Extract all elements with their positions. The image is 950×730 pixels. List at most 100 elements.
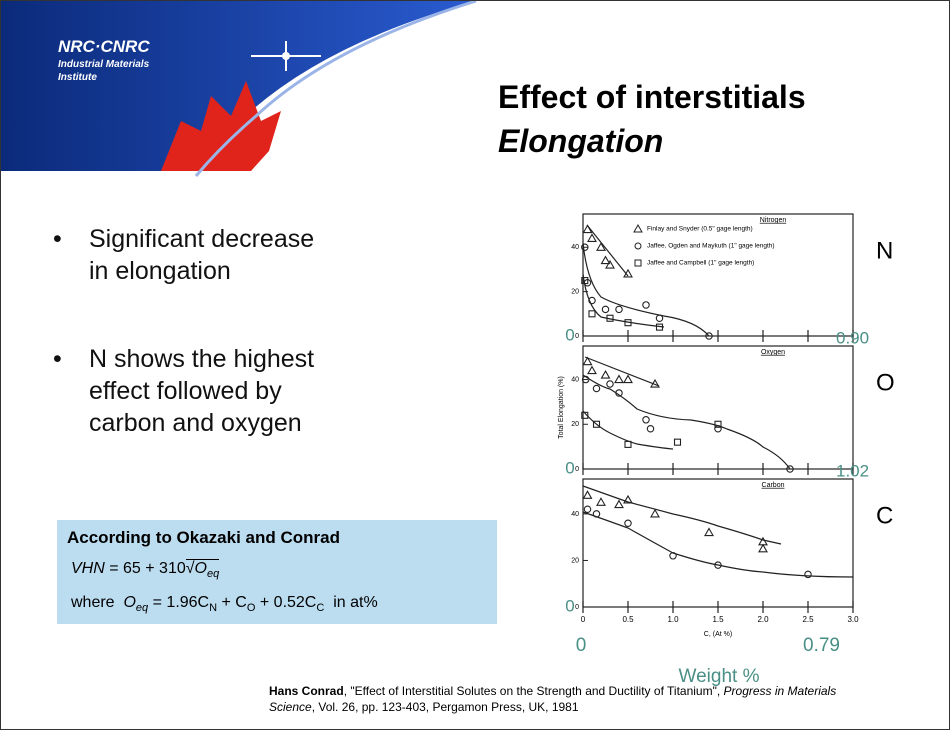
point (805, 571, 811, 577)
legend-entry: Jaffee and Campbell (1" gage length) (647, 260, 754, 267)
term: in at% (333, 594, 377, 611)
point (597, 498, 605, 505)
weight-label: 1.02 (836, 461, 869, 480)
y-tick-label: 0 (575, 333, 579, 340)
formula: VHN = 65 + 310√Oeq (71, 560, 219, 580)
point (607, 381, 613, 387)
y-tick-label: 40 (571, 244, 579, 251)
term: eq (207, 568, 219, 580)
x-tick-label: 0.5 (622, 615, 634, 624)
bullet-text: N shows the highest effect followed by car… (89, 343, 314, 439)
x-tick-label: 2.0 (757, 615, 769, 624)
point (651, 510, 659, 517)
x-tick-label: 1.0 (667, 615, 679, 624)
y-tick-label: 40 (571, 511, 579, 518)
element-label: N (876, 237, 893, 264)
bullet: • (53, 343, 62, 375)
panel-title: Nitrogen (760, 217, 787, 224)
y-tick-label: 0 (575, 604, 579, 611)
weight-label: 0.90 (836, 328, 869, 347)
panel-title: Carbon (762, 482, 785, 489)
formula: where Oeq = 1.96CN + CO + 0.52CC in at% (71, 594, 378, 614)
x-tick-label: 2.5 (802, 615, 814, 624)
line: carbon and oxygen (89, 409, 302, 437)
weight-label: 0 (565, 325, 574, 344)
legend-marker (635, 243, 641, 249)
plot-frame (583, 479, 853, 607)
term: O (195, 560, 207, 577)
weight-label: 0 (565, 596, 574, 615)
legend-entry: Finlay and Snyder (0.5" gage length) (647, 226, 753, 233)
x-axis-label: C, (At %) (704, 631, 732, 638)
element-label: O (876, 369, 895, 396)
line: effect followed by (89, 377, 282, 405)
point (589, 311, 595, 317)
plot-frame (583, 346, 853, 469)
x-tick-label: 3.0 (847, 615, 859, 624)
x-tick-label: 1.5 (712, 615, 724, 624)
point (602, 257, 610, 264)
line: Significant decrease (89, 225, 314, 253)
text: , Vol. 26, pp. 123-403, Pergamon Press, … (312, 700, 579, 714)
point (588, 367, 596, 374)
journal: Progress in Materials (724, 684, 837, 698)
point (643, 302, 649, 308)
citation: Hans Conrad, "Effect of Interstitial Sol… (269, 683, 949, 715)
logo: NRC·CNRC (58, 37, 150, 57)
point (715, 426, 721, 432)
subtitle: Elongation (498, 123, 663, 160)
term: eq (136, 602, 148, 614)
y-tick-label: 20 (571, 421, 579, 428)
term: = 65 + 310 (109, 560, 186, 577)
fit-curves (583, 225, 853, 577)
bullet-text: Significant decrease in elongation (89, 223, 314, 287)
point (616, 306, 622, 312)
point (602, 371, 610, 378)
legend-entry: Jaffee, Ogden and Maykuth (1" gage lengt… (647, 243, 775, 250)
y-tick-label: 20 (571, 557, 579, 564)
box-heading: According to Okazaki and Conrad (67, 528, 340, 548)
slide: Nitrogen 0 20 40 Finlay and Snyder (0.5" gag… (0, 0, 950, 730)
legend-marker (635, 260, 641, 266)
star (282, 52, 290, 60)
point (615, 376, 623, 383)
term: O (123, 594, 135, 611)
point (593, 385, 599, 391)
formula-box: According to Okazaki and Conrad VHN = 65… (57, 520, 497, 624)
point (647, 426, 653, 432)
line: N shows the highest (89, 345, 314, 373)
author: Hans Conrad (269, 684, 344, 698)
weight-axis-max: 0.79 (803, 635, 840, 656)
point (606, 261, 614, 268)
point (602, 306, 608, 312)
y-tick-label: 40 (571, 376, 579, 383)
term: VHN (71, 560, 105, 577)
point (615, 501, 623, 508)
journal: Science (269, 700, 312, 714)
text: , "Effect of Interstitial Solutes on the… (344, 684, 724, 698)
term: O (247, 602, 256, 614)
line: in elongation (89, 257, 231, 285)
point (625, 520, 631, 526)
term: C (316, 602, 324, 614)
bullet: • (53, 223, 62, 255)
panel-title: Oxygen (761, 349, 785, 356)
point (584, 491, 592, 498)
term: = 1.96C (153, 594, 209, 611)
point (675, 439, 681, 445)
institute: Institute (58, 72, 97, 83)
y-axis-label: Total Elongation (%) (558, 376, 565, 439)
term: + C (222, 594, 247, 611)
legend-marker (634, 225, 642, 232)
weight-label: 0 (565, 458, 574, 477)
term: + 0.52C (260, 594, 316, 611)
institute: Industrial Materials (58, 59, 149, 70)
x-tick-label: 0 (581, 615, 586, 624)
point (643, 417, 649, 423)
term: N (209, 602, 217, 614)
y-tick-label: 0 (575, 466, 579, 473)
point (656, 315, 662, 321)
point (759, 545, 767, 552)
point (584, 506, 590, 512)
term: where (71, 594, 115, 611)
